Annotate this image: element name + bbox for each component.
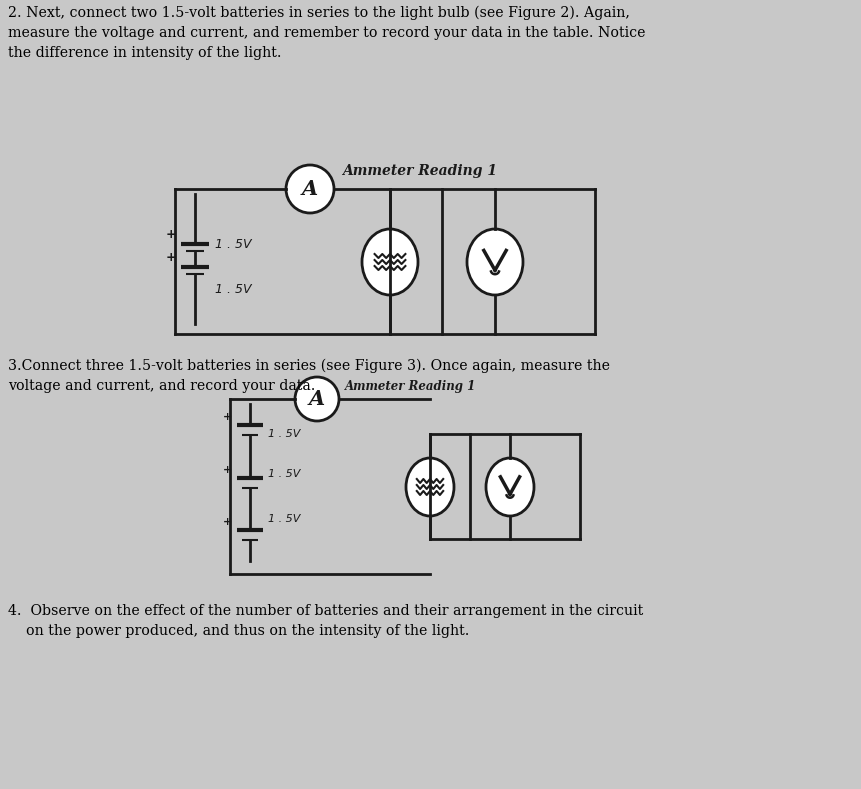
- Circle shape: [294, 377, 338, 421]
- Text: A: A: [308, 389, 325, 409]
- Text: +: +: [165, 228, 176, 241]
- Text: Ammeter Reading 1: Ammeter Reading 1: [344, 380, 475, 392]
- Circle shape: [286, 165, 333, 213]
- Text: 1 . 5V: 1 . 5V: [268, 469, 300, 479]
- Ellipse shape: [486, 458, 533, 516]
- Text: 1 . 5V: 1 . 5V: [268, 514, 300, 524]
- Ellipse shape: [406, 458, 454, 516]
- Ellipse shape: [467, 229, 523, 295]
- Text: 1 . 5V: 1 . 5V: [268, 429, 300, 439]
- Text: 1 . 5V: 1 . 5V: [214, 237, 251, 250]
- Text: 2. Next, connect two 1.5-volt batteries in series to the light bulb (see Figure : 2. Next, connect two 1.5-volt batteries …: [8, 6, 645, 61]
- Text: A: A: [301, 179, 318, 199]
- Text: +: +: [222, 465, 232, 474]
- Text: Ammeter Reading 1: Ammeter Reading 1: [342, 164, 497, 178]
- Text: +: +: [222, 517, 232, 527]
- Text: +: +: [165, 251, 176, 264]
- Text: 1 . 5V: 1 . 5V: [214, 282, 251, 296]
- Text: +: +: [222, 412, 232, 422]
- Ellipse shape: [362, 229, 418, 295]
- Text: 3.Connect three 1.5-volt batteries in series (see Figure 3). Once again, measure: 3.Connect three 1.5-volt batteries in se…: [8, 359, 610, 394]
- Text: 4.  Observe on the effect of the number of batteries and their arrangement in th: 4. Observe on the effect of the number o…: [8, 604, 642, 638]
